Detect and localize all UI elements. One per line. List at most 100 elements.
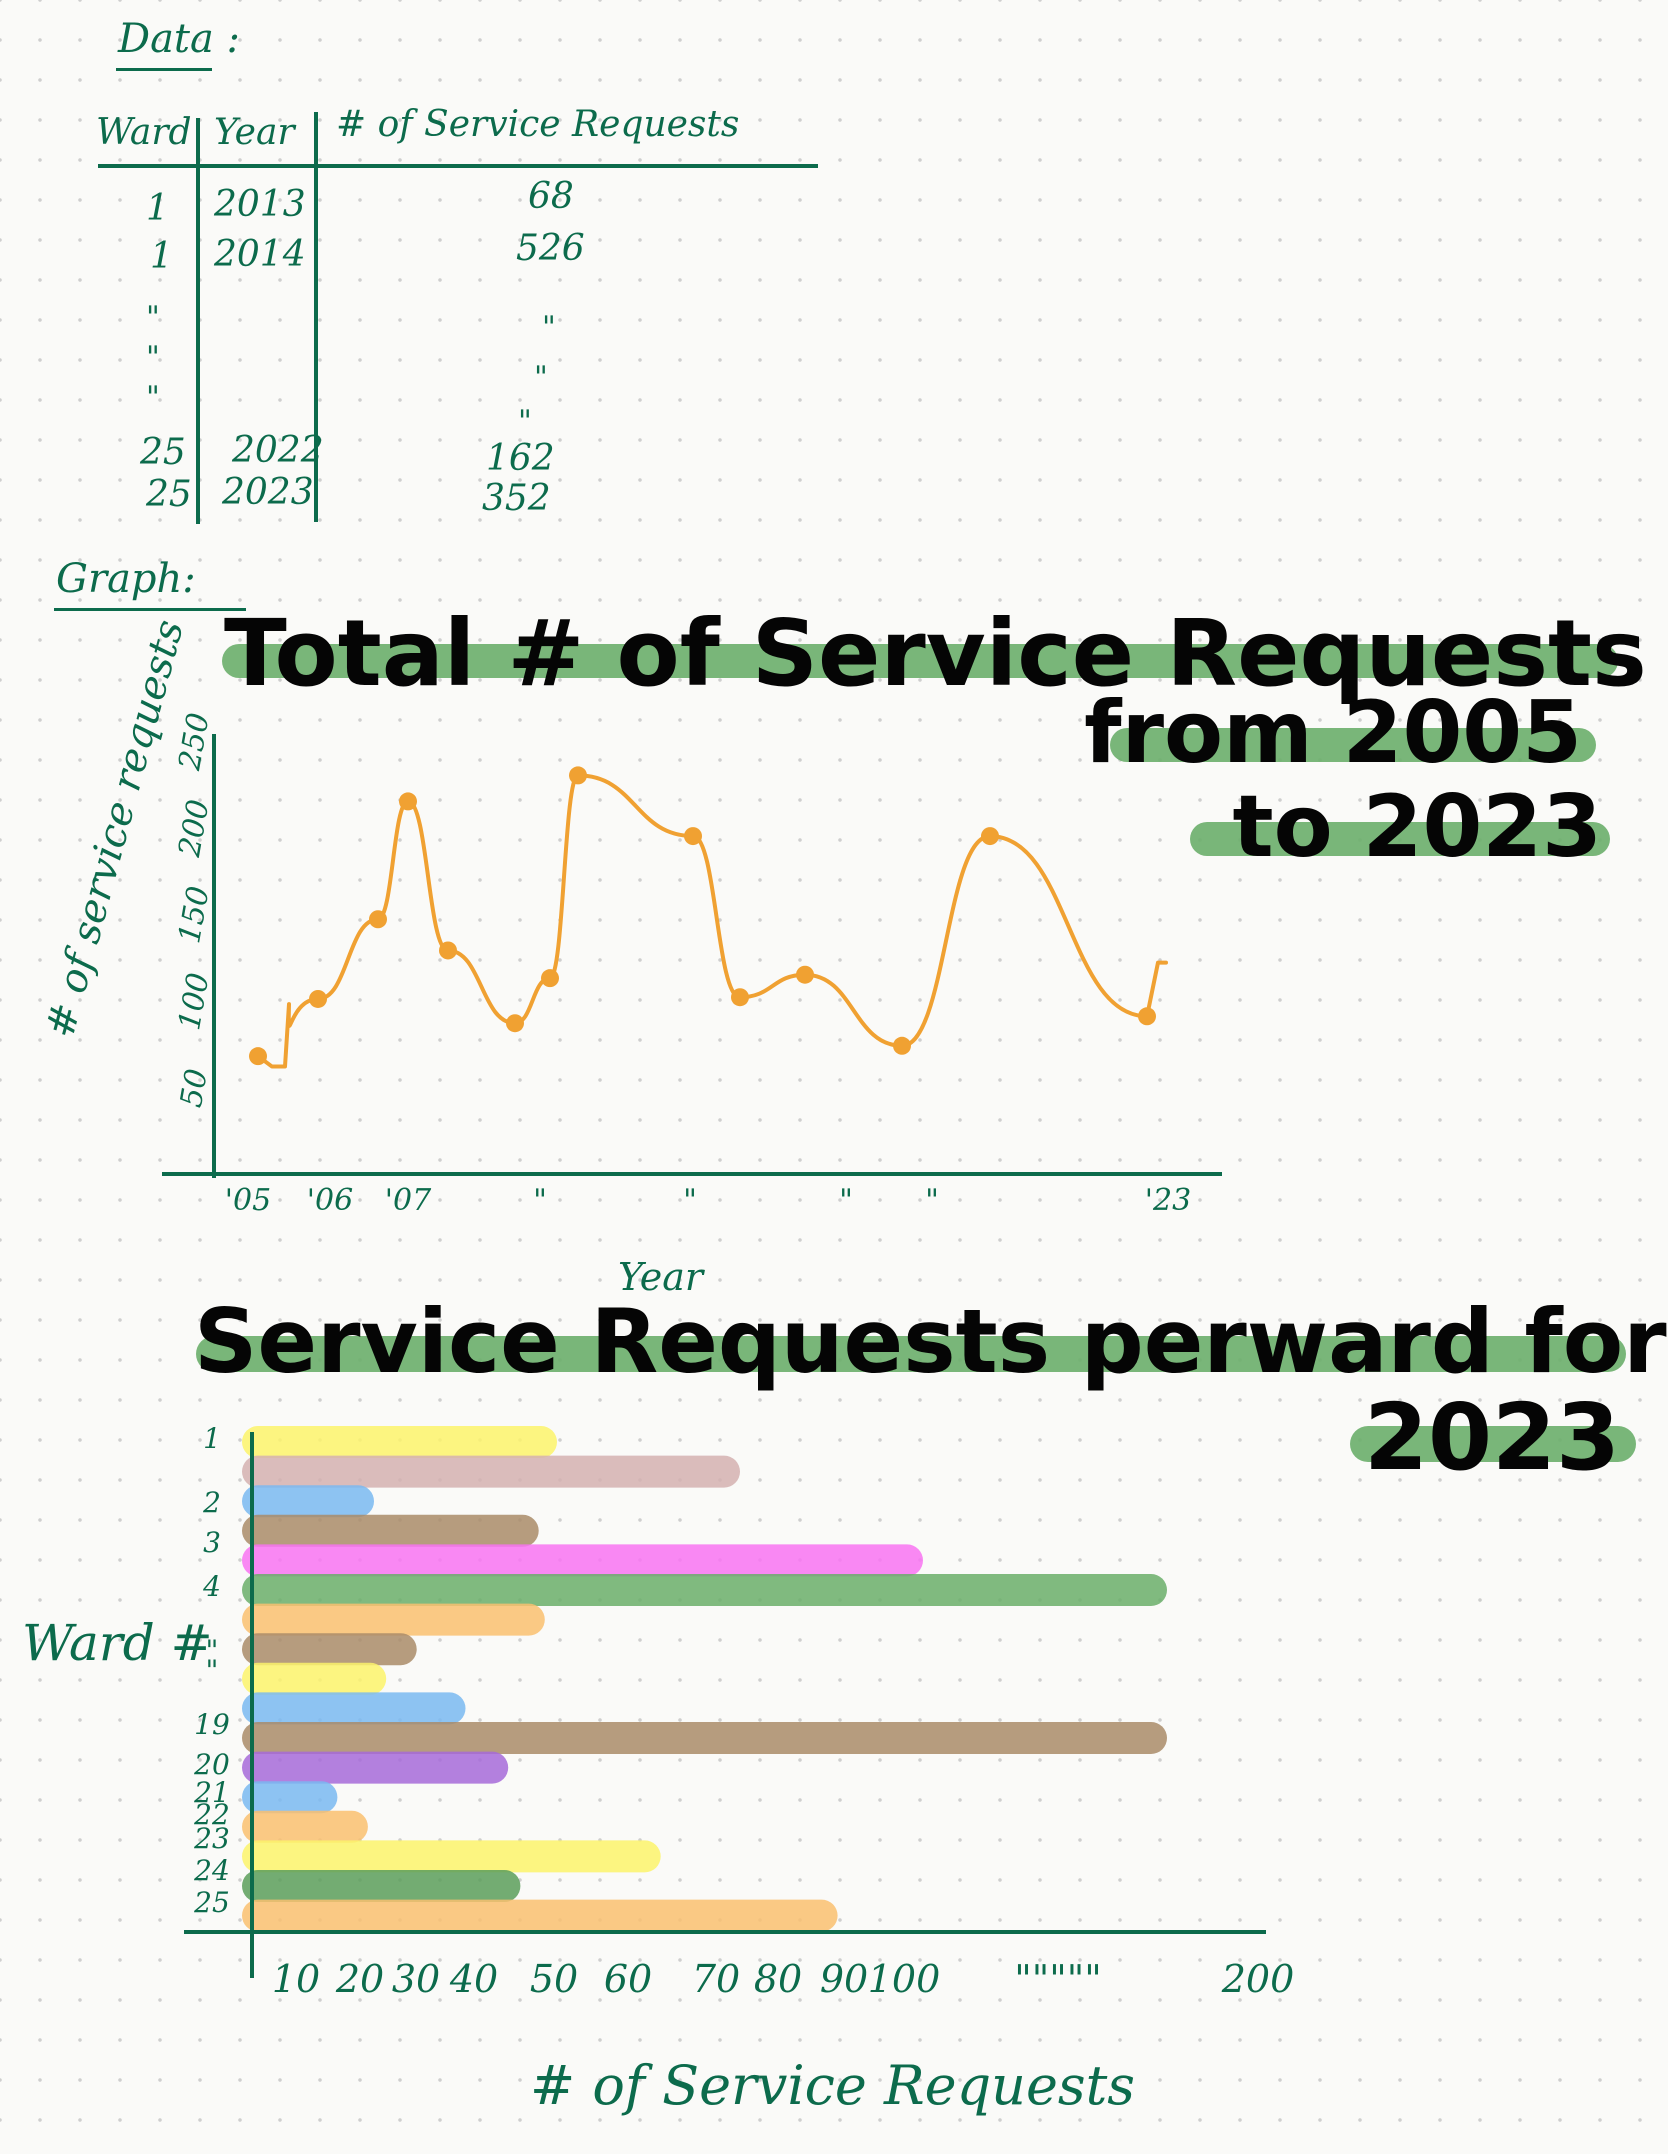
x-tick-label: ": [683, 1183, 697, 1218]
data-point: [369, 910, 387, 929]
bar: [242, 1455, 740, 1488]
x-tick-label: """"": [1014, 1957, 1101, 2001]
graph-heading: Graph:: [56, 556, 196, 602]
table-ditto: ": [542, 310, 556, 345]
data-point: [569, 766, 587, 785]
y-tick-label: 4: [202, 1570, 221, 1603]
data-point: [506, 1014, 524, 1033]
x-tick-label: '07: [385, 1183, 432, 1218]
y-tick-label: 25: [193, 1886, 230, 1919]
x-tick-label: 60: [604, 1957, 652, 2001]
data-point: [981, 827, 999, 846]
data-point: [796, 965, 814, 984]
table-cell-ward: 25: [146, 474, 192, 515]
bar: [242, 1692, 466, 1725]
table-ditto: ": [518, 404, 532, 439]
table-ditto: ": [146, 340, 160, 375]
y-tick-label: 19: [194, 1708, 230, 1741]
data-point: [541, 969, 559, 988]
data-point: [439, 941, 457, 960]
title-highlight: [222, 644, 1618, 678]
y-tick-label: ": [206, 1654, 219, 1687]
y-tick-label: 24: [193, 1854, 230, 1887]
line-chart-title-line-2: from 2005: [1084, 683, 1582, 783]
data-point: [309, 989, 327, 1008]
data-point: [249, 1047, 267, 1066]
table-cell-requests: 352: [482, 478, 551, 519]
y-tick-label: 50: [174, 1066, 215, 1110]
table-cell-requests: 526: [516, 228, 585, 269]
y-tick-label: 22: [193, 1798, 230, 1831]
x-tick-label: 100: [868, 1957, 941, 2001]
table-cell-ward: 1: [150, 236, 173, 277]
bar: [242, 1781, 338, 1814]
table-ditto: ": [534, 360, 548, 395]
table-cell-requests: 162: [486, 438, 555, 479]
data-point: [399, 792, 417, 811]
bar-chart-title-line-2: 2023: [1363, 1384, 1620, 1491]
x-tick-label: 90: [820, 1957, 868, 2001]
y-tick-label: 20: [193, 1748, 230, 1781]
x-tick-label: ": [839, 1183, 853, 1218]
bar: [242, 1840, 661, 1873]
x-tick-label: 50: [530, 1957, 578, 2001]
line-chart-title-line-1: Total # of Service Requests: [224, 600, 1647, 707]
y-tick-label: ": [206, 1634, 219, 1667]
data-point: [1138, 1007, 1156, 1026]
bar: [242, 1603, 545, 1636]
bar: [242, 1662, 387, 1695]
table-header-rule: [98, 164, 818, 168]
x-tick-label: ": [533, 1183, 547, 1218]
bar: [242, 1870, 521, 1902]
x-tick-label: 20: [335, 1957, 384, 2001]
table-cell-requests: 68: [528, 176, 574, 217]
data-heading-underline: [116, 68, 212, 71]
table-cell-year: 2013: [214, 184, 306, 225]
data-point: [684, 827, 702, 846]
title-highlight: [1110, 728, 1596, 762]
table-cell-ward: 1: [146, 188, 169, 229]
y-tick-label: 23: [193, 1822, 230, 1855]
x-tick-label: '23: [1145, 1183, 1191, 1218]
y-tick-label: 3: [203, 1526, 221, 1559]
data-heading: Data :: [118, 16, 241, 62]
bar: [242, 1485, 374, 1518]
y-axis-label: Ward #: [22, 1614, 213, 1672]
table-cell-year: 2023: [222, 472, 314, 513]
bar: [242, 1633, 417, 1666]
table-column-rule-2: [314, 112, 318, 522]
x-tick-label: '05: [225, 1183, 271, 1218]
data-point: [731, 988, 749, 1007]
table-ditto: ": [146, 380, 160, 415]
table-cell-year: 2014: [214, 234, 306, 275]
bar: [242, 1574, 1167, 1606]
x-tick-label: 30: [392, 1957, 440, 2001]
x-tick-label: 10: [272, 1957, 320, 2001]
graph-heading-underline: [54, 608, 246, 611]
bar: [242, 1514, 539, 1547]
x-tick-label: ": [925, 1183, 939, 1218]
x-tick-label: 200: [1221, 1957, 1295, 2001]
x-tick-label: '06: [307, 1183, 353, 1218]
x-tick-label: 70: [692, 1957, 740, 2001]
x-tick-label: 80: [754, 1957, 802, 2001]
table-header-requests: # of Service Requests: [336, 104, 740, 145]
table-cell-ward: 25: [140, 432, 186, 473]
bar: [242, 1722, 1167, 1754]
title-highlight: [196, 1336, 1626, 1372]
y-tick-label: 21: [193, 1776, 230, 1809]
table-column-rule-1: [196, 118, 200, 524]
bar: [242, 1426, 557, 1458]
bar: [242, 1544, 923, 1577]
bar-chart-title-line-1: Service Requests perward for: [194, 1290, 1667, 1393]
y-tick-label: 1: [203, 1422, 221, 1455]
table-header-year: Year: [214, 112, 295, 153]
x-tick-label: 40: [449, 1957, 498, 2001]
bar: [242, 1899, 838, 1932]
line-chart-title-line-3: to 2023: [1232, 777, 1603, 877]
x-axis-label: # of Service Requests: [530, 2054, 1135, 2117]
x-axis-label: Year: [618, 1255, 706, 1299]
table-header-ward: Ward: [96, 112, 192, 153]
